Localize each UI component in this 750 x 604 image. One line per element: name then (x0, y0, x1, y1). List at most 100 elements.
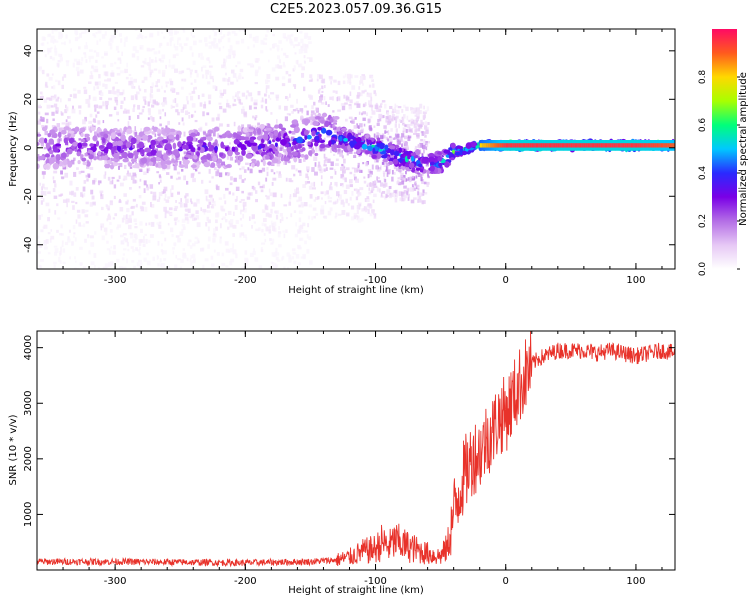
spectrogram-noise-cell (109, 46, 113, 50)
spectrogram-noise-cell (342, 80, 346, 85)
spectrogram-noise-cell (112, 91, 116, 95)
spectrogram-noise-cell (212, 128, 216, 133)
spectrogram-noise-cell (101, 206, 104, 211)
spectrogram-noise-cell (271, 238, 275, 244)
spectrogram-noise-cell (254, 71, 258, 77)
spectrogram-noise-cell (73, 232, 76, 235)
spectrogram-noise-cell (113, 195, 116, 200)
spectrogram-noise-cell (140, 128, 142, 133)
spectrogram-noise-cell (348, 103, 352, 107)
spectrogram-noise-cell (126, 208, 130, 213)
spectrogram-noise-cell (412, 109, 414, 112)
spectrogram-noise-cell (294, 85, 297, 89)
spectrogram-noise-cell (292, 109, 297, 112)
spectrogram-noise-cell (164, 237, 167, 242)
spectrogram-noise-cell (263, 42, 268, 45)
spectrogram-noise-cell (255, 69, 259, 73)
spectrogram-noise-cell (329, 207, 333, 212)
spectrogram-noise-cell (310, 182, 314, 187)
spectrogram-noise-cell (141, 108, 145, 113)
spectrogram-ridge-cell (43, 164, 50, 169)
spectrogram-band-core (581, 143, 584, 148)
spectrogram-noise-cell (134, 222, 138, 225)
spectrogram-noise-cell (309, 57, 313, 62)
spectrogram-noise-cell (151, 155, 155, 160)
spectrogram-noise-cell (65, 34, 68, 39)
spectrogram-noise-cell (181, 117, 184, 122)
spectrogram-noise-cell (241, 92, 246, 97)
spectrogram-noise-cell (183, 131, 186, 137)
spectrogram-noise-cell (391, 114, 395, 118)
spectrogram-noise-cell (159, 116, 162, 120)
spectrogram-noise-cell (43, 191, 47, 196)
spectrogram-noise-cell (136, 55, 140, 61)
spectrogram-noise-cell (208, 60, 211, 64)
spectrogram-noise-cell (60, 224, 63, 229)
spectrogram-band-core (669, 143, 672, 148)
spectrogram-noise-cell (143, 238, 145, 244)
spectrogram-noise-cell (75, 219, 78, 224)
spectrogram-noise-cell (144, 58, 147, 62)
spectrogram-noise-cell (385, 193, 388, 199)
spectrogram-noise-cell (113, 245, 116, 250)
spectrogram-noise-cell (74, 147, 78, 152)
spectrogram-noise-cell (205, 222, 208, 227)
spectrogram-noise-cell (112, 86, 115, 90)
spectrogram-noise-cell (40, 190, 44, 196)
spectrogram-ridge-cell (225, 164, 231, 168)
spectrogram-noise-cell (160, 262, 165, 268)
spectrogram-noise-cell (99, 96, 103, 100)
spectrogram-ridge-cell (96, 155, 100, 160)
spectrogram-noise-cell (266, 146, 270, 151)
spectrogram-noise-cell (153, 51, 158, 55)
spectrogram-noise-cell (39, 182, 42, 186)
spectrogram-noise-cell (148, 65, 151, 71)
spectrogram-noise-cell (39, 95, 44, 100)
spectrogram-noise-cell (427, 175, 430, 179)
spectrogram-noise-cell (179, 231, 183, 236)
spectrogram-noise-cell (126, 109, 130, 114)
spectrogram-noise-cell (195, 210, 199, 215)
spectrogram-ridge-cell (136, 148, 142, 153)
spectrogram-noise-cell (261, 167, 266, 172)
spectrogram-ridge-cell (116, 145, 122, 152)
spectrogram-noise-cell (207, 57, 210, 61)
spectrogram-noise-cell (388, 136, 393, 142)
spectrogram-noise-cell (220, 92, 224, 96)
spectrogram-noise-cell (282, 61, 286, 67)
spectrogram-noise-cell (116, 72, 121, 76)
spectrogram-noise-cell (287, 96, 289, 101)
spectrogram-ridge-cell (437, 156, 443, 162)
spectrogram-noise-cell (353, 173, 356, 177)
spectrogram-ridge-cell (262, 133, 269, 141)
spectrogram-noise-cell (56, 138, 59, 143)
spectrogram-noise-cell (245, 162, 249, 166)
spectrogram-noise-cell (403, 127, 405, 133)
spectrogram-ridge-cell (190, 146, 194, 152)
spectrogram-ridge-cell (111, 129, 115, 133)
spectrogram-noise-cell (139, 169, 143, 173)
spectrogram-noise-cell (166, 42, 169, 46)
spectrogram-noise-cell (379, 182, 384, 187)
spectrogram-ridge-cell (297, 143, 302, 149)
spectrogram-noise-cell (171, 153, 176, 159)
spectrogram-noise-cell (393, 190, 397, 194)
spectrogram-noise-cell (363, 180, 367, 184)
spectrogram-band-core (552, 143, 555, 148)
spectrogram-noise-cell (416, 172, 421, 175)
spectrogram-ridge-cell (162, 153, 168, 161)
spectrogram-ridge-cell (126, 128, 133, 135)
spectrogram-noise-cell (421, 193, 425, 196)
spectrogram-noise-cell (146, 252, 149, 256)
spectrogram-noise-cell (60, 193, 64, 196)
spectrogram-noise-cell (303, 55, 306, 59)
spectrogram-noise-cell (224, 187, 229, 191)
spectrogram-noise-cell (141, 201, 146, 205)
spectrogram-band-core (641, 143, 644, 148)
spectrogram-noise-cell (61, 76, 64, 81)
spectrogram-noise-cell (358, 207, 361, 210)
spectrogram-ridge-cell (190, 164, 197, 169)
spectrogram-noise-cell (46, 156, 51, 161)
spectrogram-noise-cell (223, 77, 227, 82)
spectrogram-noise-cell (372, 83, 375, 88)
